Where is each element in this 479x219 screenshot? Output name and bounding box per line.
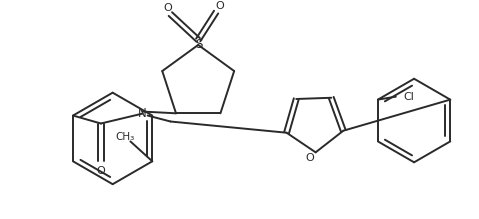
Text: Cl: Cl [404, 92, 415, 102]
Text: CH₃: CH₃ [116, 132, 135, 142]
Text: O: O [163, 3, 172, 13]
Text: O: O [216, 1, 225, 11]
Text: N: N [138, 107, 147, 120]
Text: S: S [195, 38, 203, 51]
Text: O: O [305, 153, 314, 163]
Text: O: O [97, 166, 105, 176]
